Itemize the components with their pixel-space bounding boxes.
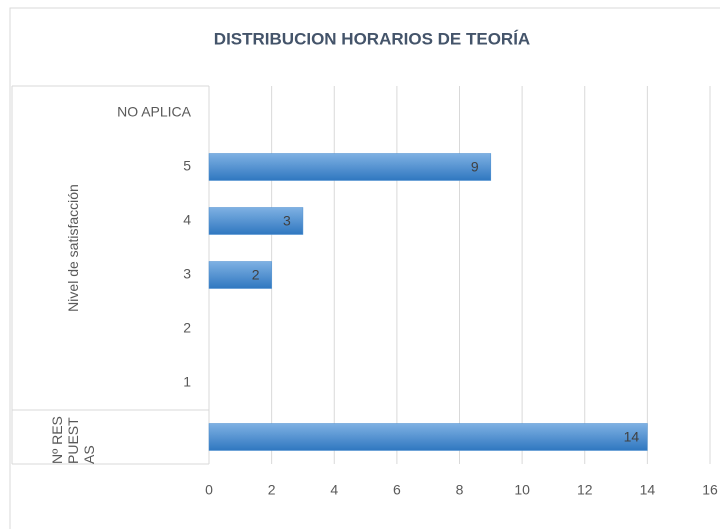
bar: [208, 261, 272, 289]
y-tick-label: 2: [183, 320, 191, 336]
y-tick-label: 5: [183, 158, 191, 174]
data-label: 14: [624, 429, 640, 445]
x-tick-label: 16: [702, 482, 718, 498]
x-tick-label: 8: [456, 482, 464, 498]
x-tick-label: 12: [577, 482, 593, 498]
x-tick-label: 10: [514, 482, 530, 498]
y-tick-label: 1: [183, 374, 191, 390]
bar: [208, 207, 304, 235]
y-tick-label: 4: [183, 212, 191, 228]
data-label: 3: [283, 213, 291, 229]
x-tick-label: 14: [640, 482, 656, 498]
group-label-box: Nº RESPUESTAS: [49, 416, 97, 464]
bar: [208, 153, 492, 181]
x-tick-label: 0: [205, 482, 213, 498]
x-tick-label: 6: [393, 482, 401, 498]
x-tick-label: 2: [268, 482, 276, 498]
data-label: 2: [252, 267, 260, 283]
y-tick-label: 3: [183, 266, 191, 282]
group-label: Nivel de satisfacción: [65, 184, 81, 312]
group-label: Nº RESPUESTAS: [49, 416, 97, 464]
data-label: 9: [471, 159, 479, 175]
bar: [208, 423, 648, 451]
chart-title: DISTRIBUCION HORARIOS DE TEORÍA: [214, 29, 530, 48]
y-tick-label: NO APLICA: [117, 104, 192, 120]
group-label-box: Nivel de satisfacción: [65, 184, 81, 312]
x-tick-label: 4: [330, 482, 338, 498]
